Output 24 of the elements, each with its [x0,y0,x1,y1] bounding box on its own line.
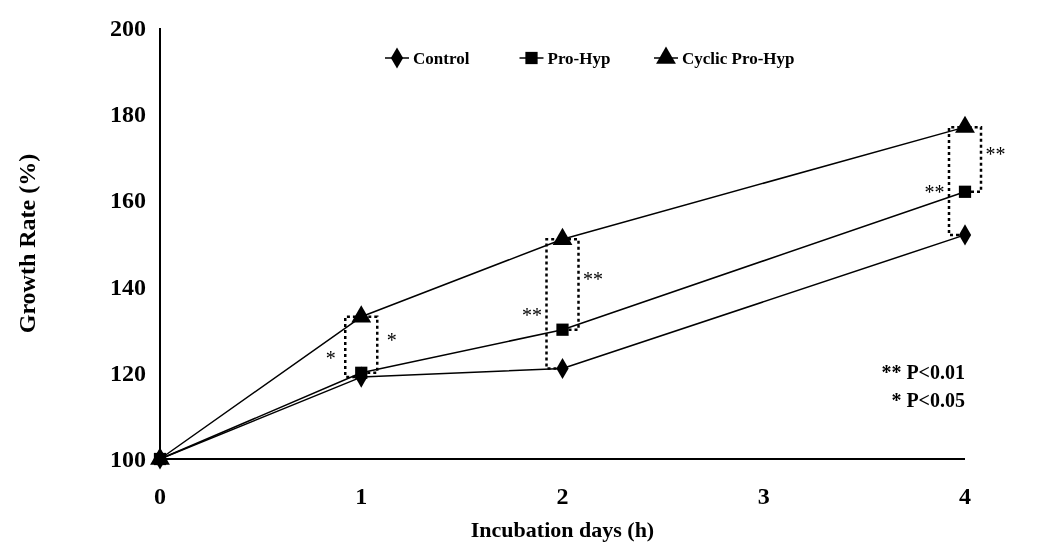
annotation: ** [985,143,1006,166]
y-tick-label: 180 [110,101,146,128]
x-tick-label: 2 [556,483,569,509]
y-tick-label: 100 [110,446,146,472]
annotation: * [386,328,397,351]
annotation: ** P<0.01 [881,361,965,383]
y-tick-label: 120 [110,359,146,386]
x-tick-label: 4 [959,483,971,509]
annotation: * P<0.05 [891,389,965,411]
y-tick-label: 140 [110,273,146,300]
annotation: ** [924,181,945,204]
y-axis-title: Growth Rate (%) [14,153,40,334]
annotation: * [325,346,336,369]
y-tick-label: 200 [110,15,146,41]
annotation: ** [522,303,543,326]
x-tick-label: 0 [154,483,166,509]
legend-label: Pro-Hyp [547,49,611,68]
legend-label: Control [413,49,470,68]
legend-label: Cyclic Pro-Hyp [682,49,795,68]
x-axis-title: Incubation days (h) [470,517,655,542]
x-tick-label: 1 [355,483,368,509]
annotation: ** [582,268,603,291]
x-tick-label: 3 [757,483,770,509]
y-tick-label: 160 [110,187,146,214]
